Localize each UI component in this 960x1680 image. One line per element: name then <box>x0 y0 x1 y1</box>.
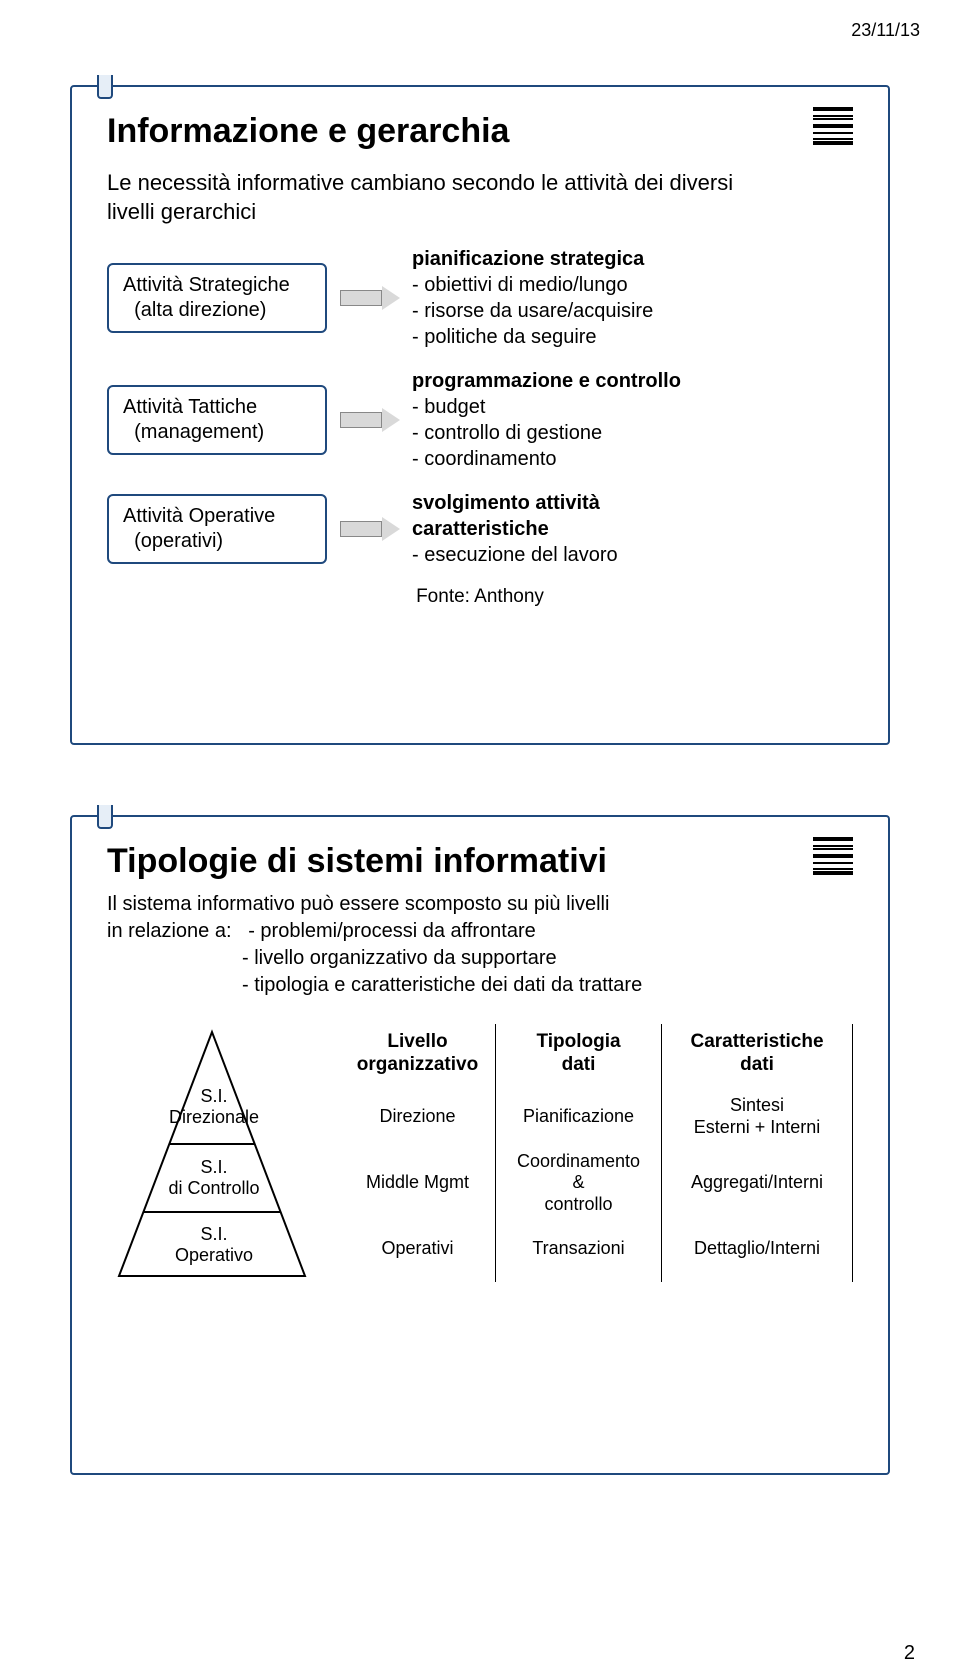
table-cell: Dettaglio/Interni <box>674 1216 840 1282</box>
desc-item: - controllo di gestione <box>412 422 602 444</box>
intro-l2: in relazione a: - problemi/processi da a… <box>107 918 853 945</box>
slide-tab-icon <box>97 805 113 829</box>
desc-item: - budget <box>412 396 485 418</box>
levels-table: Livelloorganizzativo Direzione Middle Mg… <box>340 1024 853 1282</box>
table-column: Caratteristichedati SintesiEsterni + Int… <box>662 1024 852 1282</box>
slide1-subtitle: Le necessità informative cambiano second… <box>107 169 853 226</box>
activity-box: Attività Tattiche (management) <box>107 385 327 455</box>
activity-box: Attività Operative (operativi) <box>107 494 327 564</box>
slide2-lower: S.I.Direzionale S.I.di Controllo S.I.Ope… <box>107 1024 853 1284</box>
table-cell: Coordinamento&controllo <box>508 1150 649 1216</box>
slide2-title: Tipologie di sistemi informativi <box>107 842 607 881</box>
box-line1: Attività Strategiche <box>123 274 290 296</box>
desc-heading: programmazione e controllo <box>412 370 681 392</box>
column-separator <box>852 1024 853 1282</box>
table-cell: Pianificazione <box>508 1084 649 1150</box>
intro-l2b: - problemi/processi da affrontare <box>248 920 536 942</box>
box-line2: (management) <box>134 421 264 443</box>
box-line2: (alta direzione) <box>134 299 266 321</box>
pyramid-label-mid: S.I.di Controllo <box>154 1157 274 1198</box>
table-cell: Transazioni <box>508 1216 649 1282</box>
barcode-icon <box>813 107 853 153</box>
pyramid-label-bottom: S.I.Operativo <box>154 1224 274 1265</box>
table-column: Tipologiadati Pianificazione Coordinamen… <box>496 1024 661 1282</box>
barcode-icon <box>813 837 853 883</box>
slide-tab-icon <box>97 75 113 99</box>
table-cell: SintesiEsterni + Interni <box>674 1084 840 1150</box>
desc-item: - coordinamento <box>412 448 557 470</box>
pyramid-label-top: S.I.Direzionale <box>154 1086 274 1127</box>
table-column: Livelloorganizzativo Direzione Middle Mg… <box>340 1024 495 1282</box>
desc-heading2: caratteristiche <box>412 518 549 540</box>
table-cell: Direzione <box>352 1084 483 1150</box>
page-number: 2 <box>904 1642 915 1665</box>
page: 23/11/13 2 Informazione e gerarchia <box>0 0 960 1680</box>
slide1-subtitle-l1: Le necessità informative cambiano second… <box>107 170 733 195</box>
row-description: pianificazione strategica - obiettivi di… <box>412 246 653 350</box>
arrow-icon <box>327 408 412 432</box>
desc-item: - risorse da usare/acquisire <box>412 300 653 322</box>
box-line1: Attività Operative <box>123 505 275 527</box>
row-description: programmazione e controllo - budget - co… <box>412 368 681 472</box>
box-line1: Attività Tattiche <box>123 396 257 418</box>
hierarchy-row: Attività Tattiche (management) programma… <box>107 368 853 472</box>
slide1-source: Fonte: Anthony <box>107 586 853 608</box>
activity-box: Attività Strategiche (alta direzione) <box>107 263 327 333</box>
hierarchy-row: Attività Operative (operativi) svolgimen… <box>107 490 853 568</box>
hierarchy-row: Attività Strategiche (alta direzione) pi… <box>107 246 853 350</box>
box-line2: (operativi) <box>134 530 223 552</box>
intro-l3: - livello organizzativo da supportare <box>242 945 853 972</box>
table-cell: Middle Mgmt <box>352 1150 483 1216</box>
col-header: Tipologiadati <box>508 1024 649 1084</box>
intro-l2a: in relazione a: <box>107 920 232 942</box>
desc-item: - politiche da seguire <box>412 326 597 348</box>
slide1-subtitle-l2: livelli gerarchici <box>107 199 256 224</box>
desc-heading: pianificazione strategica <box>412 248 644 270</box>
slide2-intro-text: Il sistema informativo può essere scompo… <box>107 891 853 999</box>
desc-heading: svolgimento attività <box>412 492 600 514</box>
intro-l1: Il sistema informativo può essere scompo… <box>107 891 853 918</box>
slide1-header: Informazione e gerarchia <box>107 107 853 161</box>
intro-l4: - tipologia e caratteristiche dei dati d… <box>242 972 853 999</box>
slide1-title: Informazione e gerarchia <box>107 112 509 151</box>
row-description: svolgimento attività caratteristiche - e… <box>412 490 618 568</box>
table-cell: Operativi <box>352 1216 483 1282</box>
table-cell: Aggregati/Interni <box>674 1150 840 1216</box>
pyramid-diagram: S.I.Direzionale S.I.di Controllo S.I.Ope… <box>107 1024 317 1284</box>
col-header: Caratteristichedati <box>674 1024 840 1084</box>
page-date: 23/11/13 <box>851 20 920 41</box>
col-header: Livelloorganizzativo <box>352 1024 483 1084</box>
slide2-header: Tipologie di sistemi informativi <box>107 837 853 891</box>
arrow-icon <box>327 286 412 310</box>
desc-item: - esecuzione del lavoro <box>412 544 618 566</box>
slide-1: Informazione e gerarchia Le nec <box>70 85 890 745</box>
arrow-icon <box>327 517 412 541</box>
desc-item: - obiettivi di medio/lungo <box>412 274 628 296</box>
slide-2: Tipologie di sistemi informativi <box>70 815 890 1475</box>
